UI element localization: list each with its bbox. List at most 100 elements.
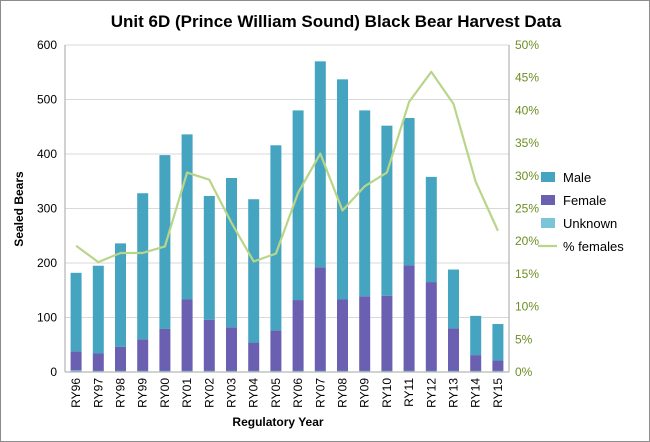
bar-male bbox=[381, 125, 393, 296]
bar-female bbox=[337, 299, 348, 371]
x-tick-label: RY99 bbox=[136, 378, 150, 408]
bar-male bbox=[115, 243, 126, 347]
x-tick-label: RY05 bbox=[269, 378, 283, 408]
y2-tick-label: 0% bbox=[515, 365, 533, 379]
bar-unknown bbox=[492, 370, 504, 372]
bar-unknown bbox=[337, 370, 348, 372]
bar-male bbox=[203, 195, 215, 320]
x-tick-label: RY03 bbox=[225, 378, 239, 408]
bar-female bbox=[470, 355, 482, 371]
bar-unknown bbox=[359, 370, 371, 372]
x-tick-label: RY10 bbox=[380, 378, 394, 408]
legend-swatch bbox=[541, 195, 555, 205]
bar-female bbox=[159, 328, 171, 371]
x-tick-label: RY15 bbox=[491, 378, 505, 408]
y-tick-label: 600 bbox=[37, 38, 57, 52]
bar-male bbox=[92, 265, 104, 354]
bar-male bbox=[359, 110, 371, 297]
axes: 0 100 200 300 400 500 600 0% 5% 10% 15% 20% 25% 30% 35… bbox=[37, 38, 539, 408]
bar-unknown bbox=[292, 370, 304, 372]
bar-female bbox=[381, 295, 393, 371]
x-tick-label: RY04 bbox=[247, 378, 261, 408]
bar-unknown bbox=[470, 370, 482, 372]
y2-tick-label: 20% bbox=[515, 234, 539, 248]
bar-female bbox=[492, 360, 504, 371]
bar-male bbox=[448, 269, 459, 329]
y-tick-label: 200 bbox=[37, 256, 57, 270]
bar-unknown bbox=[92, 370, 104, 372]
bar-female bbox=[203, 319, 215, 371]
bar-unknown bbox=[137, 370, 149, 372]
bar-male bbox=[270, 145, 282, 331]
y2-tick-label: 15% bbox=[515, 267, 539, 281]
legend-swatch bbox=[541, 218, 555, 228]
x-tick-label: RY98 bbox=[114, 378, 128, 408]
bar-female bbox=[70, 351, 82, 371]
y-tick-label: 400 bbox=[37, 147, 57, 161]
x-tick-label: RY11 bbox=[402, 378, 416, 407]
bar-male bbox=[70, 272, 82, 352]
y2-tick-label: 45% bbox=[515, 71, 539, 85]
legend: Male Female Unknown % females bbox=[538, 170, 624, 254]
bar-female bbox=[137, 339, 149, 371]
bar-male bbox=[403, 118, 415, 266]
x-tick-label: RY07 bbox=[313, 378, 327, 408]
bar-female bbox=[115, 346, 126, 371]
legend-label: Unknown bbox=[563, 216, 617, 231]
bar-female bbox=[248, 342, 260, 371]
y2-tick-label: 25% bbox=[515, 202, 539, 216]
y2-tick-label: 40% bbox=[515, 103, 539, 117]
bar-female bbox=[292, 300, 304, 371]
y2-tick-label: 10% bbox=[515, 300, 539, 314]
x-tick-label: RY01 bbox=[180, 378, 194, 408]
bar-male bbox=[314, 61, 326, 268]
x-tick-label: RY08 bbox=[336, 378, 350, 408]
y2-tick-label: 35% bbox=[515, 136, 539, 150]
bar-unknown bbox=[403, 370, 415, 372]
bar-female bbox=[270, 330, 282, 371]
y-tick-label: 0 bbox=[50, 365, 57, 379]
bar-unknown bbox=[115, 370, 126, 372]
bar-female bbox=[226, 327, 237, 371]
bar-female bbox=[92, 353, 104, 371]
y-tick-label: 300 bbox=[37, 202, 57, 216]
bar-male bbox=[248, 199, 260, 343]
y-axis-label: Sealed Bears bbox=[12, 171, 26, 247]
bar-unknown bbox=[226, 370, 237, 372]
legend-swatch bbox=[541, 172, 555, 182]
x-tick-label: RY14 bbox=[469, 378, 483, 408]
bar-unknown bbox=[425, 370, 437, 372]
bar-male bbox=[292, 110, 304, 301]
bar-male bbox=[137, 193, 149, 340]
x-tick-label: RY00 bbox=[158, 378, 172, 408]
x-tick-label: RY13 bbox=[447, 378, 461, 408]
bar-male bbox=[492, 324, 504, 361]
bar-male bbox=[470, 315, 482, 356]
x-axis-label: Regulatory Year bbox=[232, 415, 323, 429]
legend-label: % females bbox=[563, 239, 624, 254]
chart-title: Unit 6D (Prince William Sound) Black Bea… bbox=[111, 12, 562, 31]
y-tick-label: 500 bbox=[37, 93, 57, 107]
bar-female bbox=[425, 282, 437, 371]
grid-lines bbox=[65, 44, 509, 318]
bar-female bbox=[403, 265, 415, 371]
bar-unknown bbox=[248, 370, 260, 372]
bar-male bbox=[337, 79, 348, 300]
bar-unknown bbox=[159, 370, 171, 372]
x-tick-label: RY12 bbox=[424, 378, 438, 408]
x-tick-label: RY06 bbox=[291, 378, 305, 408]
line-group bbox=[75, 70, 499, 264]
bar-male bbox=[181, 134, 193, 300]
bar-female bbox=[314, 267, 326, 371]
bar-unknown bbox=[270, 370, 282, 372]
bar-male bbox=[425, 176, 437, 283]
x-tick-label: RY97 bbox=[91, 378, 105, 408]
series-line-percent-females bbox=[75, 70, 499, 264]
bar-unknown bbox=[181, 370, 193, 372]
y2-tick-label: 50% bbox=[515, 38, 539, 52]
y2-tick-label: 30% bbox=[515, 169, 539, 183]
bar-female bbox=[448, 328, 459, 371]
x-tick-label: RY02 bbox=[202, 378, 216, 408]
